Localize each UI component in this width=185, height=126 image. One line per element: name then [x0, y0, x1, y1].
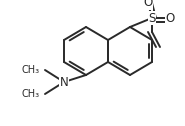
- Text: O: O: [165, 11, 175, 24]
- Text: N: N: [60, 75, 68, 88]
- Text: S: S: [148, 11, 156, 24]
- Text: CH₃: CH₃: [22, 65, 40, 75]
- Text: CH₃: CH₃: [22, 89, 40, 99]
- Text: O: O: [143, 0, 153, 9]
